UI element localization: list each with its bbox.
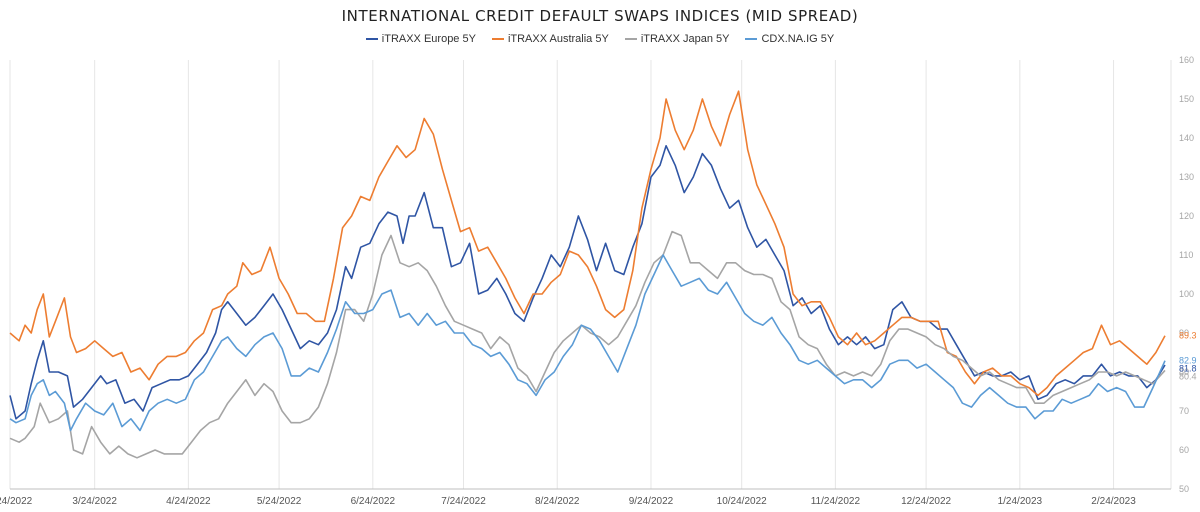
legend-item-cdx-na-ig[interactable]: CDX.NA.IG 5Y bbox=[745, 33, 834, 45]
y-tick-label: 160 bbox=[1179, 55, 1194, 65]
chart-title: INTERNATIONAL CREDIT DEFAULT SWAPS INDIC… bbox=[341, 7, 859, 25]
end-labels: 89.3 82.981.880.4 bbox=[1179, 331, 1197, 382]
y-tick-label: 50 bbox=[1179, 484, 1189, 494]
x-tick-label: 2/24/2022 bbox=[0, 496, 33, 507]
axes: 2/24/2022 3/24/2022 4/24/2022 5/24/2022 6/24… bbox=[0, 55, 1194, 507]
gridlines bbox=[9, 60, 1172, 489]
x-tick-label: 2/24/2023 bbox=[1091, 496, 1136, 507]
legend-label-cdx-na-ig: CDX.NA.IG 5Y bbox=[761, 33, 835, 45]
x-tick-label: 1/24/2023 bbox=[998, 496, 1043, 507]
series-end-label-3: 82.9 bbox=[1179, 356, 1197, 366]
y-tick-label: 60 bbox=[1179, 445, 1189, 455]
x-tick-label: 4/24/2022 bbox=[166, 496, 211, 507]
series-line-3 bbox=[9, 254, 1166, 432]
legend-swatch-itraxx-japan bbox=[624, 38, 637, 40]
y-tick-label: 120 bbox=[1179, 211, 1194, 221]
y-tick-label: 100 bbox=[1179, 289, 1194, 299]
legend-swatch-itraxx-australia bbox=[491, 38, 504, 40]
legend: iTRAXX Europe 5Y iTRAXX Australia 5Y iTR… bbox=[0, 33, 1200, 45]
legend-item-itraxx-japan[interactable]: iTRAXX Japan 5Y bbox=[624, 33, 730, 45]
legend-swatch-cdx-na-ig bbox=[745, 38, 758, 40]
legend-swatch-itraxx-europe bbox=[365, 38, 378, 40]
series-end-label-1: 89.3 bbox=[1179, 331, 1197, 341]
x-tick-label: 6/24/2022 bbox=[351, 496, 396, 507]
y-tick-label: 70 bbox=[1179, 406, 1189, 416]
y-tick-label: 130 bbox=[1179, 172, 1194, 182]
x-tick-label: 10/24/2022 bbox=[717, 496, 767, 507]
x-tick-label: 8/24/2022 bbox=[535, 496, 580, 507]
series-end-label-0: 81.8 bbox=[1179, 364, 1197, 374]
legend-label-itraxx-japan: iTRAXX Japan 5Y bbox=[640, 33, 730, 45]
y-tick-label: 150 bbox=[1179, 94, 1194, 104]
x-tick-label: 9/24/2022 bbox=[629, 496, 674, 507]
legend-label-itraxx-australia: iTRAXX Australia 5Y bbox=[507, 33, 609, 45]
x-tick-label: 3/24/2022 bbox=[72, 496, 117, 507]
x-tick-label: 12/24/2022 bbox=[901, 496, 951, 507]
y-tick-label: 140 bbox=[1179, 133, 1194, 143]
series-line-1 bbox=[9, 90, 1166, 397]
y-tick-label: 90 bbox=[1179, 328, 1189, 338]
legend-label-itraxx-europe: iTRAXX Europe 5Y bbox=[381, 33, 476, 45]
legend-item-itraxx-europe[interactable]: iTRAXX Europe 5Y bbox=[365, 33, 476, 45]
x-tick-label: 7/24/2022 bbox=[441, 496, 486, 507]
series-line-0 bbox=[9, 145, 1166, 420]
y-tick-label: 80 bbox=[1179, 367, 1189, 377]
legend-item-itraxx-australia[interactable]: iTRAXX Australia 5Y bbox=[491, 33, 609, 45]
x-tick-label: 5/24/2022 bbox=[257, 496, 302, 507]
series-layer bbox=[9, 90, 1166, 459]
y-tick-label: 110 bbox=[1179, 250, 1193, 260]
x-tick-label: 11/24/2022 bbox=[811, 496, 861, 507]
series-end-label-2: 80.4 bbox=[1179, 372, 1197, 382]
